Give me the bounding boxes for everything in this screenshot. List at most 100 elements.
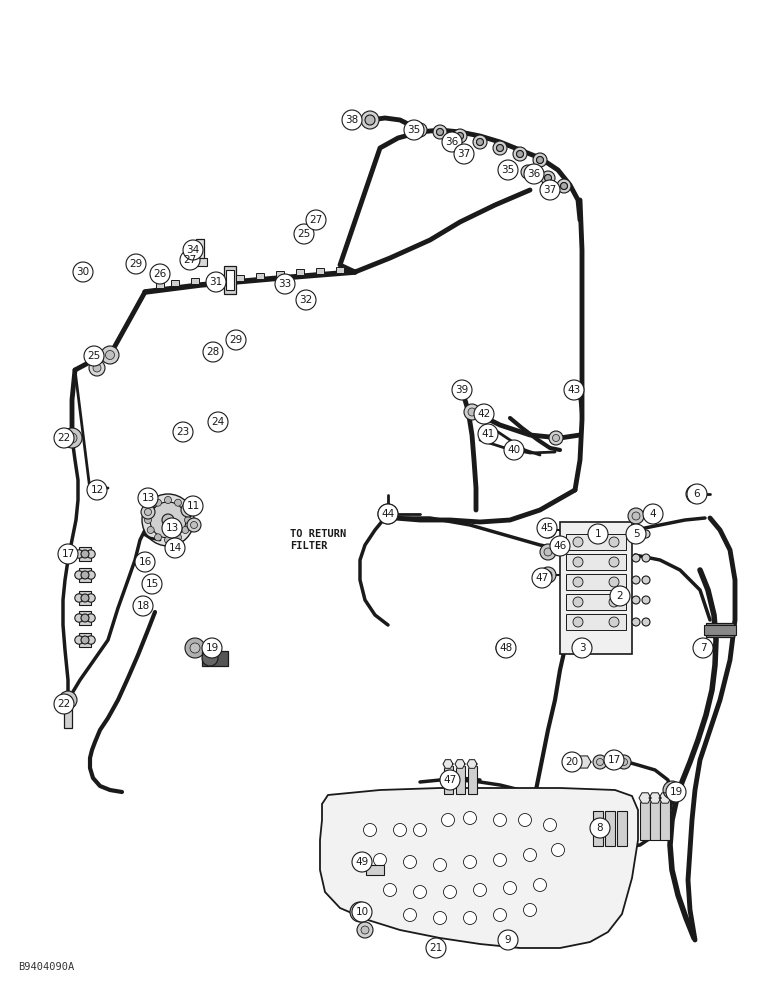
Circle shape <box>573 557 583 567</box>
Bar <box>79 591 91 605</box>
Circle shape <box>383 509 393 519</box>
Text: 29: 29 <box>130 259 143 269</box>
Circle shape <box>516 150 523 157</box>
Circle shape <box>404 856 417 868</box>
Circle shape <box>67 433 77 443</box>
Circle shape <box>162 514 174 526</box>
Circle shape <box>355 907 365 917</box>
Circle shape <box>154 534 161 541</box>
Circle shape <box>463 856 476 868</box>
Circle shape <box>501 161 515 175</box>
Bar <box>650 800 660 840</box>
Circle shape <box>183 496 203 516</box>
Bar <box>79 547 91 561</box>
Circle shape <box>643 504 663 524</box>
Text: 11: 11 <box>186 501 200 511</box>
Circle shape <box>93 364 101 372</box>
Circle shape <box>384 884 397 896</box>
Circle shape <box>609 557 619 567</box>
Bar <box>296 269 304 275</box>
Circle shape <box>404 120 424 140</box>
Circle shape <box>275 274 295 294</box>
Text: 49: 49 <box>355 857 368 867</box>
Text: 1: 1 <box>594 529 601 539</box>
Circle shape <box>174 499 181 506</box>
Circle shape <box>147 526 154 534</box>
Text: 4: 4 <box>650 509 656 519</box>
Circle shape <box>503 882 516 894</box>
Bar <box>566 574 626 590</box>
Circle shape <box>135 552 155 572</box>
Circle shape <box>374 854 387 866</box>
Text: 41: 41 <box>482 429 495 439</box>
Circle shape <box>404 908 417 922</box>
Text: 8: 8 <box>597 823 603 833</box>
Polygon shape <box>355 856 369 868</box>
Circle shape <box>557 179 571 193</box>
Bar <box>226 270 234 290</box>
Text: 14: 14 <box>168 543 181 553</box>
Circle shape <box>426 938 446 958</box>
Circle shape <box>202 638 222 658</box>
Text: 13: 13 <box>165 523 178 533</box>
Circle shape <box>663 781 681 799</box>
Circle shape <box>642 596 650 604</box>
Circle shape <box>642 618 650 626</box>
Circle shape <box>604 750 624 770</box>
Circle shape <box>202 650 218 666</box>
Text: 46: 46 <box>554 541 567 551</box>
Bar <box>316 268 324 274</box>
Circle shape <box>524 164 544 184</box>
Text: 39: 39 <box>455 385 469 395</box>
Text: 15: 15 <box>145 579 158 589</box>
Circle shape <box>432 944 440 952</box>
Bar <box>566 534 626 550</box>
Circle shape <box>86 550 95 558</box>
Circle shape <box>521 165 535 179</box>
Text: 18: 18 <box>137 601 150 611</box>
Circle shape <box>164 536 171 544</box>
Circle shape <box>456 132 463 139</box>
Circle shape <box>496 638 516 658</box>
Circle shape <box>414 886 426 898</box>
Polygon shape <box>443 760 453 768</box>
Bar <box>79 568 91 582</box>
Polygon shape <box>467 760 477 768</box>
Text: 35: 35 <box>408 125 421 135</box>
Circle shape <box>185 516 191 524</box>
Text: 19: 19 <box>205 643 218 653</box>
Circle shape <box>468 408 476 416</box>
Bar <box>79 633 91 647</box>
Circle shape <box>182 526 189 534</box>
Circle shape <box>443 886 456 898</box>
Bar <box>196 239 204 261</box>
Circle shape <box>523 848 537 861</box>
Circle shape <box>642 554 650 562</box>
Bar <box>193 258 207 266</box>
Bar <box>640 800 650 840</box>
Text: B9404090A: B9404090A <box>18 962 74 972</box>
Text: 5: 5 <box>633 529 639 539</box>
Circle shape <box>75 636 83 644</box>
Circle shape <box>73 262 93 282</box>
Circle shape <box>180 250 200 270</box>
Circle shape <box>126 254 146 274</box>
Circle shape <box>513 147 527 161</box>
Text: 35: 35 <box>501 165 515 175</box>
Bar <box>560 522 632 654</box>
Circle shape <box>342 110 362 130</box>
Text: 17: 17 <box>608 755 621 765</box>
Circle shape <box>86 571 95 579</box>
Circle shape <box>150 264 170 284</box>
Circle shape <box>191 522 198 528</box>
Circle shape <box>609 617 619 627</box>
Circle shape <box>185 638 205 658</box>
Circle shape <box>165 538 185 558</box>
Circle shape <box>573 537 583 547</box>
Circle shape <box>59 691 77 709</box>
Circle shape <box>550 536 570 556</box>
Text: 16: 16 <box>138 557 151 567</box>
Circle shape <box>524 168 531 176</box>
Circle shape <box>496 144 503 151</box>
Circle shape <box>504 164 512 172</box>
